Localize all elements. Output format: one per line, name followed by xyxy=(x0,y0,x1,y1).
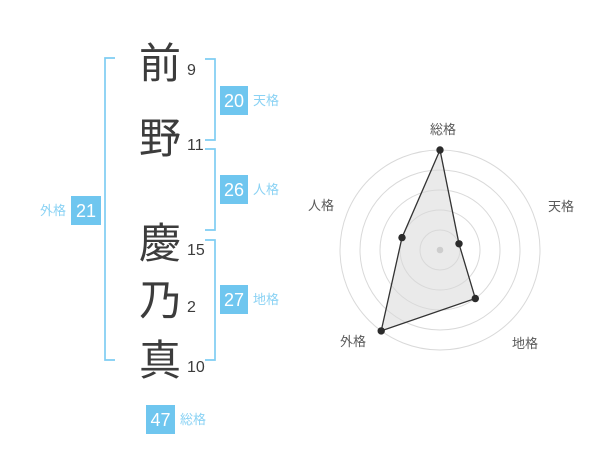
svg-text:人格: 人格 xyxy=(308,198,334,213)
svg-text:地格: 地格 xyxy=(512,336,538,351)
svg-text:慶: 慶 xyxy=(139,220,181,267)
svg-text:真: 真 xyxy=(139,337,181,384)
svg-text:乃: 乃 xyxy=(139,277,181,324)
svg-text:20: 20 xyxy=(224,91,244,111)
svg-text:地格: 地格 xyxy=(253,292,279,307)
svg-text:外格: 外格 xyxy=(340,334,366,349)
svg-text:前: 前 xyxy=(139,40,181,87)
svg-text:15: 15 xyxy=(187,242,205,259)
svg-text:26: 26 xyxy=(224,180,244,200)
svg-text:11: 11 xyxy=(187,137,204,154)
svg-text:野: 野 xyxy=(139,115,181,162)
svg-text:10: 10 xyxy=(187,359,205,376)
svg-text:天格: 天格 xyxy=(548,199,574,214)
svg-text:21: 21 xyxy=(76,201,96,221)
svg-text:外格: 外格 xyxy=(40,203,66,218)
svg-text:総格: 総格 xyxy=(430,122,456,137)
svg-text:2: 2 xyxy=(187,299,196,316)
svg-text:総格: 総格 xyxy=(180,412,206,427)
svg-text:人格: 人格 xyxy=(253,182,279,197)
svg-text:天格: 天格 xyxy=(253,93,279,108)
svg-text:27: 27 xyxy=(224,290,244,310)
svg-text:47: 47 xyxy=(150,410,170,430)
svg-text:9: 9 xyxy=(187,62,196,79)
